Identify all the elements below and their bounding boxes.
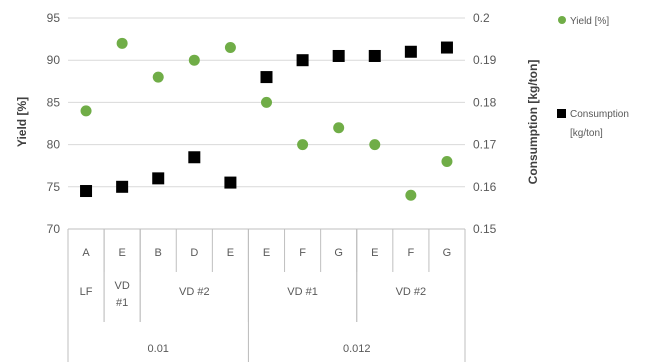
category-label: F bbox=[299, 247, 306, 259]
left-tick-label: 80 bbox=[47, 138, 61, 152]
consumption-point bbox=[333, 50, 345, 62]
yield-point bbox=[333, 122, 344, 133]
group-label: LF bbox=[80, 286, 93, 298]
category-label: E bbox=[263, 247, 270, 259]
group-label: VD #1 bbox=[287, 286, 318, 298]
yield-point bbox=[369, 139, 380, 150]
yield-point bbox=[189, 55, 200, 66]
consumption-point bbox=[441, 42, 453, 54]
concentration-label: 0.012 bbox=[343, 343, 371, 355]
category-label: E bbox=[371, 247, 378, 259]
group-label: VD bbox=[114, 280, 129, 292]
legend-consumption-label: Consumption bbox=[570, 109, 629, 120]
group-label: VD #2 bbox=[396, 286, 427, 298]
left-tick-label: 85 bbox=[47, 95, 61, 109]
yield-point bbox=[405, 190, 416, 201]
category-axis: A E B D E E F G E F G LF VD #1 VD #2 VD #1 VD #2 0.01 0.01… bbox=[68, 229, 465, 362]
category-label: D bbox=[190, 247, 198, 259]
yield-point bbox=[117, 38, 128, 49]
category-label: B bbox=[155, 247, 162, 259]
category-label: E bbox=[227, 247, 234, 259]
right-tick-label: 0.18 bbox=[473, 95, 497, 109]
group-label: VD #2 bbox=[179, 286, 210, 298]
left-tick-label: 75 bbox=[47, 180, 61, 194]
consumption-point bbox=[224, 177, 236, 189]
group-label: #1 bbox=[116, 297, 128, 309]
yield-point bbox=[153, 72, 164, 83]
consumption-point bbox=[188, 151, 200, 163]
consumption-point bbox=[405, 46, 417, 58]
left-tick-label: 95 bbox=[47, 11, 61, 25]
legend: Yield [%] Consumption [kg/ton] bbox=[557, 16, 629, 139]
yield-point bbox=[225, 42, 236, 53]
right-tick-label: 0.2 bbox=[473, 11, 490, 25]
yield-point bbox=[441, 156, 452, 167]
right-axis-ticks: 0.15 0.16 0.17 0.18 0.19 0.2 bbox=[473, 11, 497, 236]
legend-consumption-label: [kg/ton] bbox=[570, 128, 603, 139]
left-tick-label: 70 bbox=[47, 222, 61, 236]
category-label: A bbox=[82, 247, 90, 259]
legend-consumption-marker bbox=[557, 109, 566, 118]
right-tick-label: 0.17 bbox=[473, 138, 497, 152]
concentration-label: 0.01 bbox=[148, 343, 169, 355]
right-tick-label: 0.19 bbox=[473, 53, 497, 67]
legend-yield-label: Yield [%] bbox=[570, 16, 609, 27]
data-marks bbox=[80, 38, 453, 201]
right-tick-label: 0.15 bbox=[473, 222, 497, 236]
consumption-point bbox=[116, 181, 128, 193]
left-axis-ticks: 70 75 80 85 90 95 bbox=[47, 11, 61, 236]
legend-yield-marker bbox=[558, 16, 566, 24]
consumption-point bbox=[369, 50, 381, 62]
consumption-point bbox=[297, 54, 309, 66]
yield-point bbox=[297, 139, 308, 150]
right-tick-label: 0.16 bbox=[473, 180, 497, 194]
right-axis-title: Consumption [kg/ton] bbox=[526, 60, 540, 185]
consumption-point bbox=[152, 172, 164, 184]
left-tick-label: 90 bbox=[47, 53, 61, 67]
left-axis-title: Yield [%] bbox=[15, 97, 29, 147]
yield-point bbox=[81, 105, 92, 116]
consumption-point bbox=[80, 185, 92, 197]
category-label: E bbox=[118, 247, 125, 259]
category-label: F bbox=[407, 247, 414, 259]
category-label: G bbox=[334, 247, 343, 259]
category-label: G bbox=[443, 247, 452, 259]
yield-point bbox=[261, 97, 272, 108]
consumption-point bbox=[261, 71, 273, 83]
